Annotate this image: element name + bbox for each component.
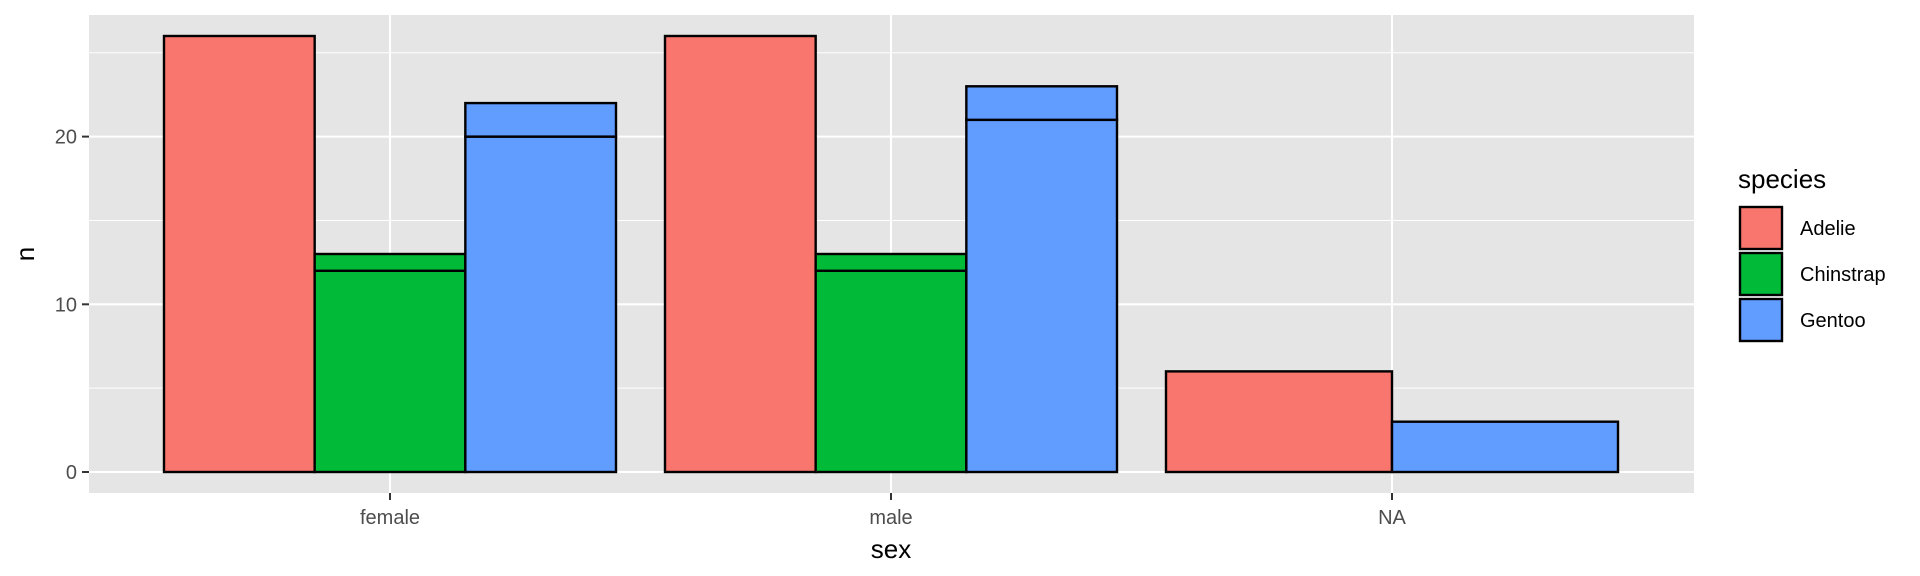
legend-key-chinstrap [1738,251,1784,297]
y-tick-label: 0 [66,462,77,484]
legend-label-chinstrap: Chinstrap [1800,264,1886,286]
bar-male-gentoo-segment-1 [965,118,1119,474]
bar-male-chinstrap-segment-2 [814,252,968,272]
bar-na-gentoo [1390,420,1620,474]
bar-male-gentoo-segment-2 [965,85,1119,122]
bar-female-chinstrap-segment-2 [313,252,467,272]
y-tick-label: 10 [55,294,77,316]
bars [162,34,1620,474]
x-tick-label: female [360,507,420,529]
y-tick-label: 20 [55,127,77,149]
x-axis: female male NA [360,493,1407,529]
legend: species Adelie Chinstrap Gentoo [1738,164,1886,343]
bar-female-gentoo-segment-2 [464,101,618,138]
bar-male-chinstrap-segment-1 [814,269,968,474]
legend-key-adelie [1738,205,1784,251]
bar-female-chinstrap-segment-1 [313,269,467,474]
x-tick-label: male [869,507,912,529]
bar-male-adelie [663,34,817,474]
bar-female-adelie [162,34,316,474]
legend-title: species [1738,164,1826,194]
bar-na-adelie [1164,370,1394,474]
x-axis-title: sex [871,534,911,564]
legend-label-adelie: Adelie [1800,218,1856,240]
y-axis-title: n [10,247,40,261]
y-axis: 0 10 20 [55,127,89,484]
legend-key-gentoo [1738,297,1784,343]
bar-female-gentoo-segment-1 [464,135,618,474]
x-tick-label: NA [1378,507,1406,529]
legend-label-gentoo: Gentoo [1800,310,1866,332]
